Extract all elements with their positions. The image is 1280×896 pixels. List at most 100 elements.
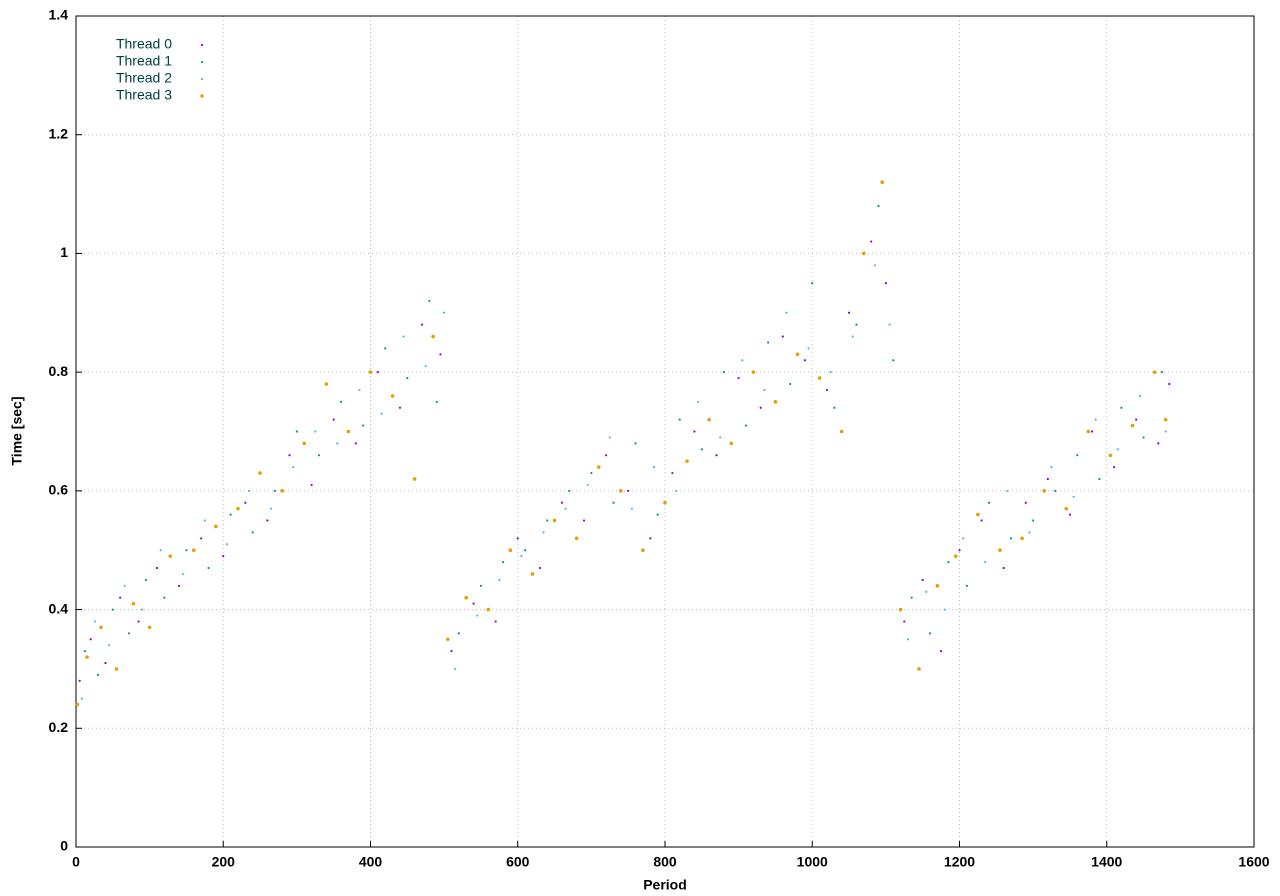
point bbox=[1006, 489, 1009, 492]
point bbox=[1152, 370, 1157, 374]
point bbox=[155, 566, 159, 570]
point bbox=[1113, 466, 1116, 469]
point bbox=[177, 584, 181, 587]
point bbox=[627, 489, 630, 492]
point bbox=[763, 388, 766, 392]
point bbox=[1160, 371, 1164, 374]
point bbox=[163, 596, 166, 599]
point bbox=[678, 418, 681, 421]
point bbox=[332, 418, 335, 421]
point bbox=[185, 549, 188, 552]
point bbox=[877, 204, 880, 208]
point bbox=[634, 442, 637, 445]
point bbox=[685, 459, 689, 463]
point bbox=[368, 370, 373, 374]
point bbox=[884, 282, 887, 285]
legend-marker bbox=[200, 94, 204, 98]
point bbox=[111, 608, 114, 611]
x-tick-label: 1400 bbox=[1091, 854, 1122, 870]
y-axis-label: Time [sec] bbox=[9, 397, 25, 466]
point bbox=[247, 489, 251, 492]
point bbox=[192, 548, 196, 553]
point bbox=[181, 572, 184, 576]
point bbox=[590, 471, 593, 475]
point bbox=[1076, 454, 1079, 457]
point bbox=[358, 388, 361, 392]
point bbox=[759, 406, 762, 409]
point bbox=[516, 537, 519, 540]
point bbox=[1090, 430, 1094, 433]
point bbox=[568, 489, 571, 492]
point bbox=[412, 477, 417, 481]
point bbox=[766, 341, 770, 344]
point bbox=[1046, 477, 1049, 481]
point bbox=[935, 584, 940, 588]
point bbox=[976, 512, 980, 517]
point bbox=[903, 620, 906, 623]
y-tick-label: 0.2 bbox=[49, 719, 69, 735]
point bbox=[892, 359, 895, 362]
point bbox=[987, 501, 991, 504]
point bbox=[431, 334, 435, 339]
x-tick-label: 200 bbox=[212, 854, 236, 870]
point bbox=[114, 667, 119, 671]
point bbox=[498, 578, 501, 581]
point bbox=[1028, 531, 1031, 534]
point bbox=[880, 180, 884, 184]
point bbox=[1108, 453, 1113, 458]
point bbox=[751, 370, 756, 374]
point bbox=[1120, 406, 1123, 409]
point bbox=[324, 382, 329, 386]
point bbox=[807, 347, 810, 350]
point bbox=[494, 620, 497, 623]
point bbox=[898, 607, 903, 612]
x-axis-label: Period bbox=[643, 877, 687, 893]
point bbox=[671, 471, 674, 475]
point bbox=[1142, 436, 1145, 439]
point bbox=[1116, 448, 1119, 451]
point bbox=[737, 376, 740, 380]
legend-marker bbox=[200, 60, 204, 64]
point bbox=[817, 376, 822, 380]
point bbox=[744, 424, 748, 427]
point bbox=[825, 388, 829, 392]
point bbox=[1086, 429, 1091, 434]
point bbox=[78, 679, 81, 682]
point bbox=[520, 555, 523, 558]
point bbox=[443, 311, 446, 314]
point bbox=[1098, 477, 1101, 481]
point bbox=[384, 347, 387, 350]
point bbox=[910, 596, 913, 599]
point bbox=[630, 507, 633, 510]
legend-label: Thread 3 bbox=[116, 87, 172, 103]
point bbox=[380, 412, 383, 415]
point bbox=[339, 400, 343, 403]
point bbox=[295, 430, 298, 433]
point bbox=[1168, 382, 1171, 386]
point bbox=[486, 607, 491, 612]
point bbox=[795, 352, 800, 357]
point bbox=[476, 614, 479, 617]
point bbox=[1130, 423, 1135, 428]
point bbox=[1164, 430, 1167, 433]
point bbox=[947, 560, 950, 564]
point bbox=[861, 251, 866, 256]
point bbox=[962, 537, 965, 540]
point bbox=[141, 608, 144, 611]
point bbox=[707, 417, 711, 422]
x-tick-label: 1200 bbox=[944, 854, 975, 870]
point bbox=[398, 406, 402, 409]
point bbox=[302, 441, 307, 446]
point bbox=[127, 632, 131, 635]
point bbox=[888, 323, 891, 326]
point bbox=[225, 543, 229, 546]
x-tick-label: 400 bbox=[359, 854, 383, 870]
y-tick-label: 0.4 bbox=[49, 600, 69, 616]
point bbox=[1042, 489, 1046, 493]
legend-marker bbox=[200, 43, 204, 47]
point bbox=[965, 584, 968, 587]
point bbox=[273, 489, 276, 492]
point bbox=[958, 549, 961, 552]
point bbox=[693, 430, 696, 433]
point bbox=[1032, 519, 1035, 522]
